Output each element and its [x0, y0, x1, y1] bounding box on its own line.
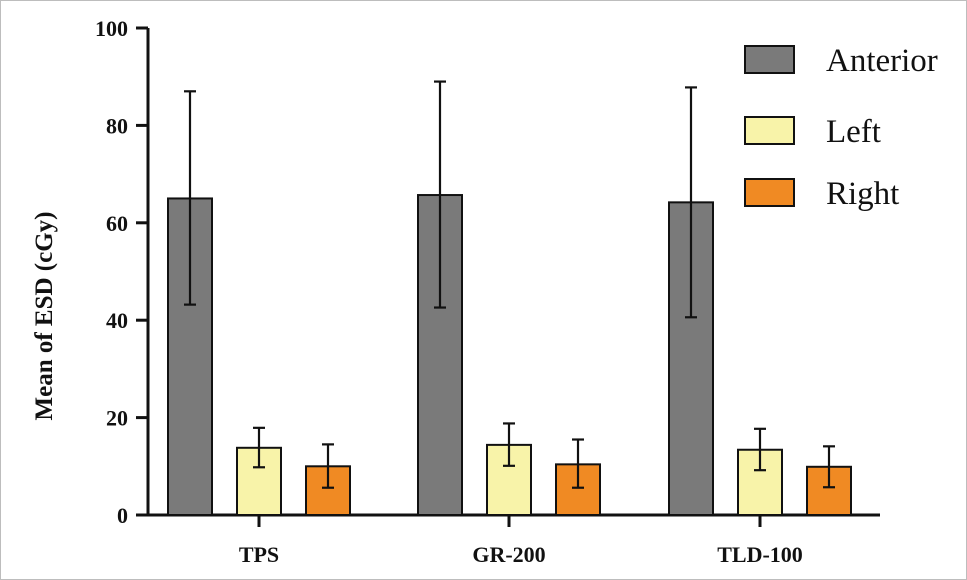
- legend-label-left: Left: [826, 114, 881, 150]
- legend-swatch-anterior: [744, 45, 795, 74]
- y-tick-label: 100: [95, 16, 128, 41]
- bars: [167, 194, 852, 517]
- x-tick-label-tld-100: TLD-100: [717, 542, 803, 567]
- y-tick-label: 80: [106, 113, 128, 138]
- legend-label-right: Right: [826, 176, 899, 212]
- y-axis-label: Mean of ESD (cGy): [31, 212, 58, 421]
- y-tick-label: 60: [106, 211, 128, 236]
- x-tick-label-gr-200: GR-200: [472, 542, 545, 567]
- error-bars: [184, 80, 835, 489]
- legend-label-anterior: Anterior: [826, 43, 938, 79]
- x-tick-label-tps: TPS: [239, 542, 279, 567]
- y-tick-label: 20: [106, 406, 128, 431]
- y-tick-label: 0: [117, 503, 128, 528]
- legend: Anterior Left Right: [744, 43, 938, 212]
- legend-swatch-left: [744, 116, 795, 145]
- legend-swatch-right: [744, 178, 795, 207]
- y-tick-label: 40: [106, 308, 128, 333]
